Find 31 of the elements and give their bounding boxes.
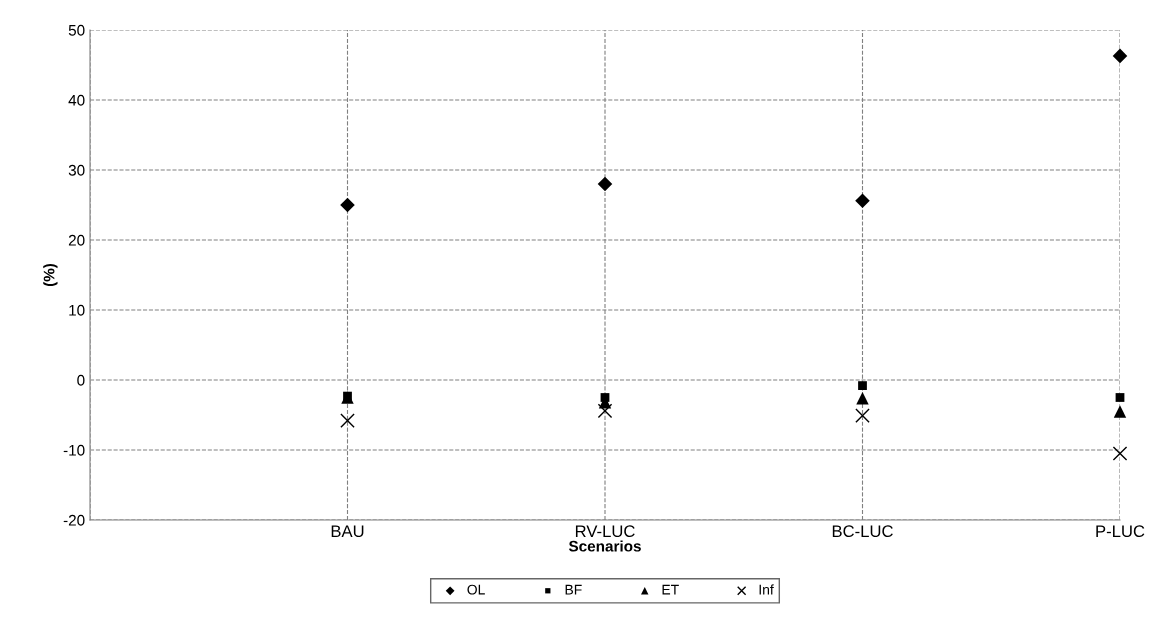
point bbox=[1112, 48, 1128, 64]
y-tick-label: -10 bbox=[63, 444, 85, 456]
point bbox=[597, 403, 613, 419]
y-tick-label: -20 bbox=[63, 514, 85, 526]
x-tick-label: BAU bbox=[331, 525, 364, 538]
point bbox=[340, 413, 355, 428]
legend-label: BF bbox=[565, 584, 582, 595]
point bbox=[1115, 393, 1125, 402]
legend-label: Inf bbox=[759, 584, 774, 595]
x-tick-label: RV-LUC bbox=[575, 525, 635, 538]
point bbox=[340, 197, 355, 213]
point bbox=[597, 176, 613, 192]
y-tick-label: 30 bbox=[68, 164, 85, 176]
legend-label: ET bbox=[662, 584, 679, 595]
point bbox=[855, 408, 870, 423]
point bbox=[1113, 405, 1127, 418]
x-axis-title: Scenarios bbox=[568, 540, 641, 552]
point bbox=[858, 381, 867, 390]
point bbox=[855, 193, 870, 209]
y-tick-label: 20 bbox=[68, 234, 85, 246]
y-axis-title: (%) bbox=[43, 263, 58, 287]
point bbox=[1112, 446, 1128, 461]
y-tick-label: 50 bbox=[68, 24, 85, 36]
x-tick-label: BC-LUC bbox=[832, 525, 893, 538]
y-tick-label: 40 bbox=[68, 94, 85, 106]
y-tick-label: 10 bbox=[69, 304, 85, 316]
x-tick-label: P-LUC bbox=[1096, 525, 1145, 538]
point bbox=[600, 393, 610, 402]
legend-label: OL bbox=[467, 584, 485, 595]
point bbox=[856, 391, 869, 405]
y-tick-label: 0 bbox=[77, 374, 85, 386]
